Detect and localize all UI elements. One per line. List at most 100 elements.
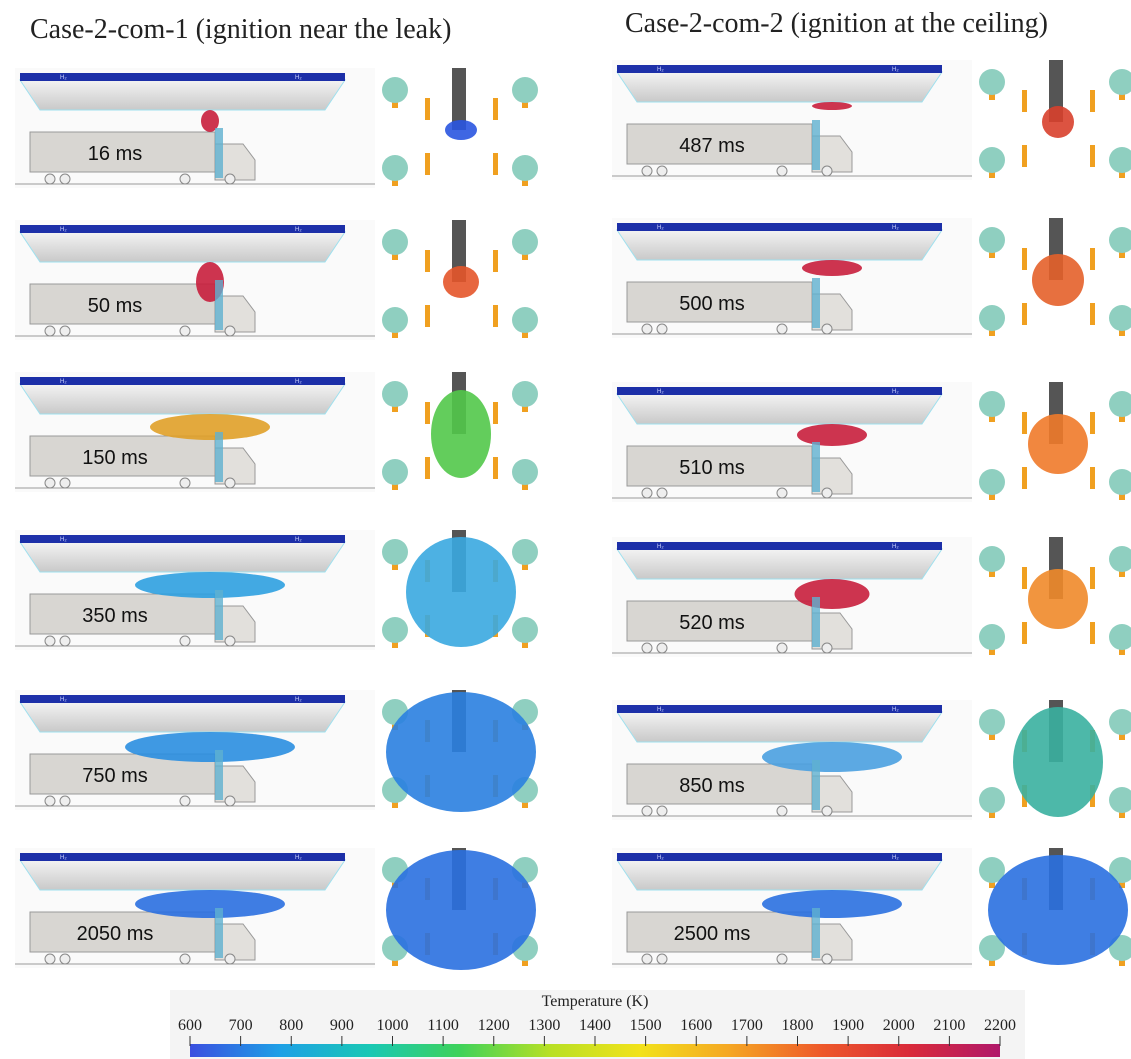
pillar <box>512 155 538 181</box>
wheel <box>777 806 787 816</box>
wheel <box>642 166 652 176</box>
pillar <box>382 307 408 333</box>
pillar <box>979 787 1005 813</box>
support <box>1090 567 1095 589</box>
pillar <box>382 381 408 407</box>
support <box>425 250 430 272</box>
time-label: 850 ms <box>679 775 745 797</box>
time-label: 487 ms <box>679 135 745 157</box>
colorbar-tick-label: 1200 <box>478 1017 510 1034</box>
colorbar-tick-label: 1300 <box>528 1017 560 1034</box>
beam-label: H₂ <box>657 707 664 713</box>
colorbar-tick-label: 1800 <box>782 1017 814 1034</box>
support <box>1022 145 1027 167</box>
wheel <box>777 488 787 498</box>
pillar <box>1109 709 1131 735</box>
beam-label: H₂ <box>657 544 664 550</box>
ceiling <box>617 394 942 424</box>
time-label: 350 ms <box>82 605 148 627</box>
colorbar-tick-label: 2000 <box>883 1017 915 1034</box>
pillar <box>382 77 408 103</box>
time-label: 2500 ms <box>674 923 751 945</box>
pillar <box>1109 69 1131 95</box>
wheel <box>45 478 55 488</box>
wheel <box>180 478 190 488</box>
beam-label: H₂ <box>295 855 302 861</box>
wheel <box>642 806 652 816</box>
beam-label: H₂ <box>295 537 302 543</box>
wheel <box>180 796 190 806</box>
wheel <box>777 324 787 334</box>
beam-label: H₂ <box>60 537 67 543</box>
wheel <box>657 954 667 964</box>
jet <box>812 908 820 958</box>
time-label: 16 ms <box>88 143 142 165</box>
wheel <box>180 954 190 964</box>
flame-top <box>1028 569 1088 629</box>
pillar <box>1109 546 1131 572</box>
snapshot: H₂H₂150 ms <box>15 372 538 492</box>
colorbar-tick-label: 800 <box>279 1017 303 1034</box>
ceiling <box>617 230 942 260</box>
snapshot: H₂H₂520 ms <box>612 537 1131 657</box>
ceiling <box>617 860 942 890</box>
support <box>1090 303 1095 325</box>
jet <box>812 120 820 170</box>
colorbar-title: Temperature (K) <box>542 993 649 1010</box>
time-label: 750 ms <box>82 765 148 787</box>
flame-top <box>1042 106 1074 138</box>
pillar <box>979 546 1005 572</box>
support <box>425 305 430 327</box>
flame-side <box>795 579 870 609</box>
wheel <box>822 166 832 176</box>
colorbar-tick-label: 1100 <box>427 1017 458 1034</box>
support <box>1022 567 1027 589</box>
support <box>425 457 430 479</box>
wheel <box>777 166 787 176</box>
figure: Case-2-com-1 (ignition near the leak) Ca… <box>0 0 1131 1059</box>
support <box>1022 90 1027 112</box>
wheel <box>657 643 667 653</box>
wheel <box>60 636 70 646</box>
support <box>493 457 498 479</box>
snapshot: H₂H₂500 ms <box>612 218 1131 338</box>
colorbar-tick-label: 2100 <box>933 1017 965 1034</box>
wheel <box>45 636 55 646</box>
pillar <box>382 617 408 643</box>
support <box>1090 467 1095 489</box>
colorbar-tick-label: 1500 <box>630 1017 662 1034</box>
ceiling <box>20 80 345 110</box>
support <box>1090 248 1095 270</box>
beam-label: H₂ <box>892 855 899 861</box>
pillar <box>512 459 538 485</box>
pillar <box>1109 469 1131 495</box>
pillar <box>979 709 1005 735</box>
ceiling <box>617 712 942 742</box>
flame-top <box>443 266 479 298</box>
beam-label: H₂ <box>892 389 899 395</box>
ceiling <box>20 702 345 732</box>
support <box>1090 622 1095 644</box>
flame-top <box>406 537 516 647</box>
colorbar-tick-label: 700 <box>229 1017 253 1034</box>
wheel <box>60 326 70 336</box>
colorbar-tick-label: 1700 <box>731 1017 763 1034</box>
pillar <box>979 227 1005 253</box>
colorbar-tick-label: 600 <box>178 1017 202 1034</box>
time-label: 500 ms <box>679 293 745 315</box>
flame-top <box>1013 707 1103 817</box>
pillar <box>512 229 538 255</box>
wheel <box>642 324 652 334</box>
pillar <box>979 469 1005 495</box>
ceiling <box>20 542 345 572</box>
ceiling <box>20 232 345 262</box>
beam-label: H₂ <box>892 225 899 231</box>
colorbar-tick-label: 1400 <box>579 1017 611 1034</box>
wheel <box>60 478 70 488</box>
pillar <box>512 381 538 407</box>
column-title: Case-2-com-1 (ignition near the leak) <box>30 14 451 45</box>
support <box>1090 412 1095 434</box>
wheel <box>225 478 235 488</box>
ceiling <box>20 384 345 414</box>
beam-label: H₂ <box>295 697 302 703</box>
